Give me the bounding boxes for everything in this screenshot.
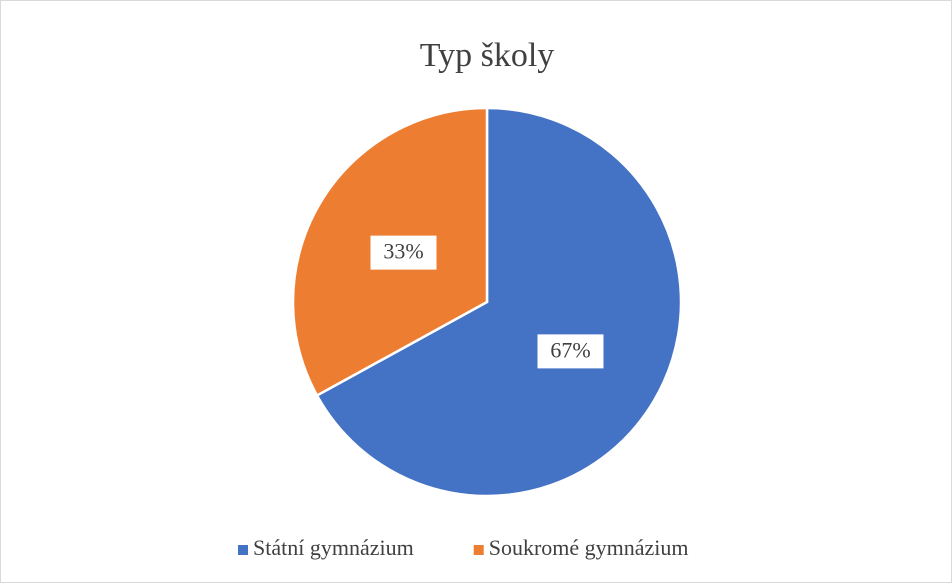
legend-label: Státní gymnázium <box>253 535 414 560</box>
pie-slice <box>315 106 683 498</box>
chart-title: Typ školy <box>420 37 555 74</box>
legend-label: Soukromé gymnázium <box>489 535 689 560</box>
legend-swatch <box>238 545 248 555</box>
data-label-box <box>537 334 604 369</box>
data-label: 33% <box>383 239 423 264</box>
data-label: 67% <box>550 337 590 362</box>
data-label-box <box>370 235 437 270</box>
legend-swatch <box>473 545 484 555</box>
